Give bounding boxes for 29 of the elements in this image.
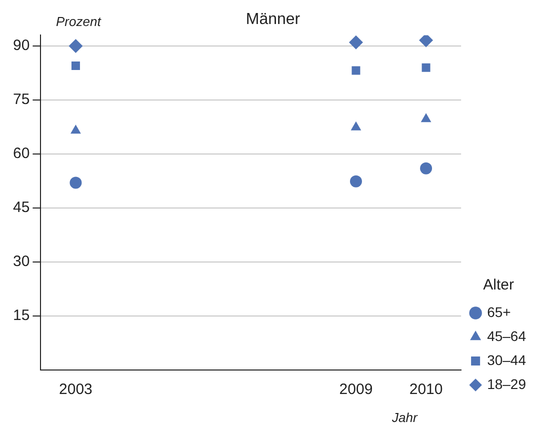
- y-tick-label: 90: [12, 37, 30, 54]
- x-axis-title: Jahr: [392, 410, 418, 425]
- point: [422, 63, 430, 72]
- x-tick-label: 2003: [59, 381, 92, 398]
- point: [70, 124, 81, 134]
- point: [420, 162, 432, 174]
- point: [350, 121, 362, 130]
- legend-label: 30–44: [487, 352, 526, 368]
- point: [68, 39, 83, 53]
- point: [71, 62, 80, 70]
- x-tick-label: 2010: [409, 381, 443, 398]
- legend-title: Alter: [483, 276, 514, 294]
- point: [70, 176, 82, 189]
- point: [419, 35, 434, 48]
- y-tick-label: 60: [12, 145, 30, 162]
- legend-label: 65+: [487, 304, 511, 320]
- legend-label: 45–64: [487, 328, 526, 344]
- y-tick-label: 75: [12, 91, 30, 108]
- y-tick-label: 45: [12, 199, 30, 216]
- point: [352, 66, 360, 75]
- legend-label: 18–29: [487, 376, 526, 392]
- x-tick-label: 2009: [339, 381, 373, 398]
- chart-title: Männer: [246, 11, 301, 28]
- point: [420, 113, 432, 122]
- point: [348, 35, 363, 50]
- y-tick-label: 30: [12, 253, 30, 270]
- point: [350, 175, 362, 188]
- y-tick-label: 15: [12, 307, 30, 324]
- y-axis-title: Prozent: [56, 14, 101, 29]
